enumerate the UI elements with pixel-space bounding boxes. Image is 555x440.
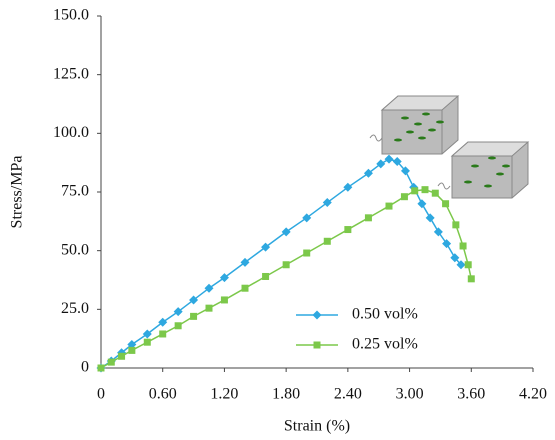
data-point	[97, 364, 105, 372]
y-tick-label: 125.0	[53, 65, 89, 82]
data-point	[174, 322, 182, 330]
data-point	[452, 221, 460, 229]
data-point	[376, 159, 386, 169]
data-point	[431, 189, 439, 197]
inset-cube	[369, 95, 460, 155]
data-point	[302, 213, 312, 223]
data-point	[459, 242, 467, 250]
data-point	[262, 272, 270, 280]
x-tick-label: 0	[97, 386, 105, 403]
x-tick-label: 3.60	[457, 386, 485, 403]
series-line	[100, 158, 462, 369]
x-tick-label: 0.60	[149, 386, 177, 403]
data-point	[142, 329, 152, 339]
data-point	[323, 237, 331, 245]
data-point	[118, 352, 126, 360]
x-axis-title: Strain (%)	[284, 418, 350, 435]
inset-cube	[437, 141, 530, 199]
data-point	[282, 261, 290, 269]
data-point	[240, 257, 250, 267]
y-tick-label: 100.0	[53, 124, 89, 141]
data-point	[190, 312, 198, 320]
legend-label: 0.50 vol%	[352, 306, 418, 323]
data-point	[107, 358, 115, 366]
data-point	[425, 213, 435, 223]
y-tick-label: 50.0	[61, 241, 89, 258]
data-point	[241, 284, 249, 292]
x-tick-label: 1.80	[272, 386, 300, 403]
data-point	[400, 193, 408, 201]
data-point	[344, 226, 352, 234]
data-point	[400, 166, 410, 176]
data-point	[204, 283, 214, 293]
data-point	[464, 261, 472, 269]
data-point	[385, 202, 393, 210]
data-point	[343, 182, 353, 192]
data-point	[281, 227, 291, 237]
x-tick-label: 4.20	[519, 386, 547, 403]
legend-label: 0.25 vol%	[352, 336, 418, 353]
data-point	[363, 168, 373, 178]
data-point	[467, 275, 475, 283]
data-point	[456, 260, 466, 270]
data-point	[442, 239, 452, 249]
data-point	[392, 156, 402, 166]
x-tick-label: 2.40	[334, 386, 362, 403]
data-point	[417, 199, 427, 209]
x-tick-label: 1.20	[210, 386, 238, 403]
y-tick-label: 0	[81, 359, 89, 376]
data-point	[173, 307, 183, 317]
data-point	[442, 200, 450, 208]
data-point	[219, 273, 229, 283]
data-point	[189, 295, 199, 305]
y-tick-label: 25.0	[61, 300, 89, 317]
data-point	[261, 242, 271, 252]
legend-marker	[312, 310, 322, 320]
data-point	[450, 253, 460, 263]
data-point	[205, 304, 213, 312]
data-point	[384, 154, 394, 164]
data-point	[411, 187, 419, 195]
y-tick-label: 150.0	[53, 7, 89, 24]
data-point	[159, 330, 167, 338]
data-point	[158, 317, 168, 327]
y-axis-title: Stress/MPa	[9, 156, 26, 229]
data-point	[127, 340, 137, 350]
legend-marker	[313, 341, 321, 349]
data-point	[364, 214, 372, 222]
data-point	[303, 249, 311, 257]
data-point	[421, 186, 429, 194]
data-point	[128, 346, 136, 354]
data-point	[220, 296, 228, 304]
data-point	[433, 227, 443, 237]
y-tick-label: 75.0	[61, 183, 89, 200]
data-point	[143, 338, 151, 346]
x-tick-label: 3.00	[396, 386, 424, 403]
data-point	[322, 198, 332, 208]
